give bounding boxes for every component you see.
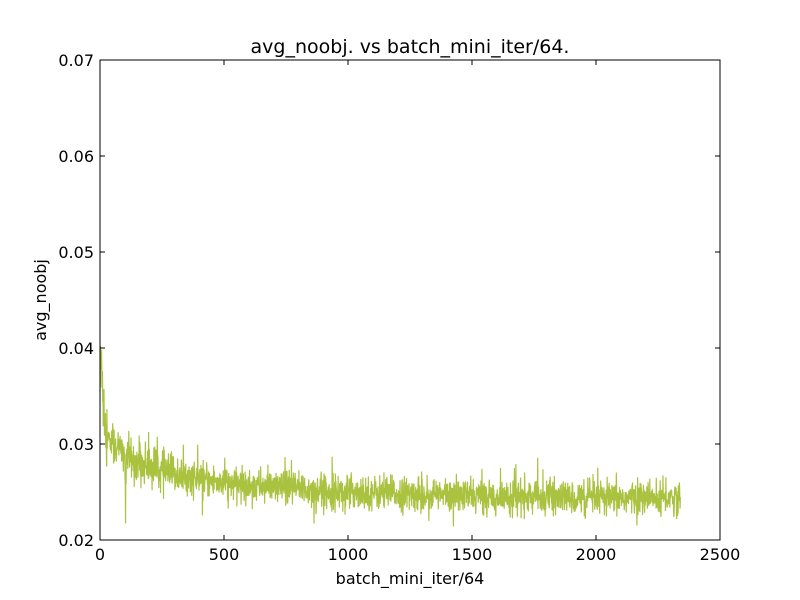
data-point: [446, 494, 448, 496]
data-point: [248, 484, 250, 486]
data-point: [620, 498, 622, 500]
data-point: [106, 433, 109, 435]
data-point: [285, 487, 287, 489]
data-point: [103, 405, 105, 407]
data-point: [384, 492, 386, 494]
data-point: [496, 496, 498, 498]
data-point: [421, 494, 423, 496]
data-point: [136, 461, 138, 463]
data-point: [104, 414, 106, 416]
data-point: [459, 495, 461, 497]
chart-title: avg_noobj. vs batch_mini_iter/64.: [251, 36, 570, 58]
data-point: [167, 472, 169, 474]
data-point: [223, 481, 225, 483]
data-point: [322, 490, 324, 492]
data-point: [632, 497, 634, 499]
data-point: [657, 498, 659, 500]
x-tick-label: 0: [95, 545, 105, 564]
data-point: [570, 497, 572, 499]
plot-frame: [99, 59, 721, 541]
data-point: [483, 495, 485, 497]
y-tick-label: 0.05: [58, 243, 94, 262]
y-tick-label: 0.07: [58, 51, 94, 70]
y-tick-label: 0.03: [58, 435, 94, 454]
data-point: [155, 467, 157, 469]
data-point: [583, 497, 585, 499]
data-point: [310, 489, 312, 491]
data-point: [116, 447, 118, 449]
data-point: [347, 491, 349, 493]
data-point: [100, 352, 102, 354]
x-tick-label: 1500: [452, 545, 493, 564]
data-point: [533, 496, 535, 498]
data-point: [124, 522, 127, 524]
data-point: [372, 492, 374, 494]
data-point: [111, 443, 113, 445]
data-point: [545, 497, 548, 499]
data-point: [335, 490, 337, 492]
data-point: [186, 477, 188, 479]
data-point: [125, 454, 127, 457]
x-tick-label: 500: [209, 545, 240, 564]
y-tick-label: 0.02: [58, 531, 94, 550]
x-tick-label: 2000: [576, 545, 617, 564]
data-point: [297, 488, 299, 490]
data-point: [409, 493, 411, 495]
plot-area: [99, 59, 721, 541]
data-point: [211, 480, 213, 483]
data-point: [235, 483, 237, 485]
x-tick-label: 1000: [328, 545, 369, 564]
data-point: [126, 453, 128, 456]
data-point: [121, 451, 123, 453]
data-point: [109, 438, 111, 440]
data-point: [397, 493, 399, 495]
series-layer: [99, 345, 681, 527]
data-point: [260, 485, 262, 487]
x-tick-label: 2500: [700, 545, 741, 564]
data-point: [521, 496, 523, 498]
data-point: [558, 497, 560, 499]
data-point: [173, 474, 175, 476]
series-line-avg-noobj: [99, 345, 681, 527]
data-point: [679, 497, 681, 499]
data-point: [645, 498, 647, 500]
data-point: [101, 371, 104, 373]
y-axis: 0.02 0.03 0.04 0.05 0.06 0.07: [58, 51, 720, 550]
data-point: [161, 470, 163, 472]
data-point: [434, 494, 436, 496]
data-point: [149, 465, 151, 467]
data-point: [508, 496, 510, 498]
data-point: [607, 498, 610, 500]
data-point: [105, 424, 107, 426]
data-point: [134, 460, 136, 462]
y-tick-label: 0.06: [58, 147, 94, 166]
x-axis: 0 500 1000 1500 2000 2500: [95, 60, 740, 564]
x-axis-label: batch_mini_iter/64: [336, 569, 485, 589]
data-point: [471, 495, 473, 497]
data-point: [595, 497, 597, 499]
data-point: [129, 456, 131, 459]
data-point: [142, 463, 144, 465]
data-point: [114, 445, 116, 447]
data-point: [359, 491, 361, 493]
y-axis-label: avg_noobj: [31, 259, 51, 341]
data-point: [273, 486, 275, 488]
data-point: [669, 497, 672, 499]
data-point: [119, 449, 121, 451]
data-point: [124, 453, 126, 455]
y-tick-label: 0.04: [58, 339, 94, 358]
data-point: [198, 478, 200, 481]
data-point: [131, 458, 133, 460]
